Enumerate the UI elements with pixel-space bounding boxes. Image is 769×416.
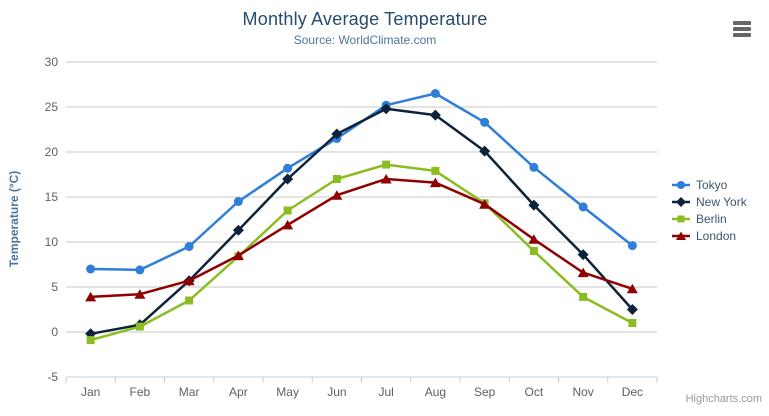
hamburger-icon (733, 27, 751, 31)
data-point-diamond[interactable] (676, 196, 686, 207)
data-point-square[interactable] (431, 166, 440, 175)
data-point-triangle[interactable] (528, 234, 540, 244)
data-point-diamond[interactable] (429, 109, 441, 121)
y-axis-tick-label: 15 (45, 190, 59, 204)
data-point-triangle[interactable] (183, 275, 195, 286)
y-axis-tick-label: 0 (51, 325, 58, 339)
legend-item-tokyo[interactable]: Tokyo (671, 176, 747, 193)
data-point-triangle[interactable] (429, 177, 441, 188)
data-point-diamond[interactable] (577, 249, 589, 261)
data-point-circle[interactable] (529, 162, 539, 172)
data-point-triangle[interactable] (479, 199, 491, 209)
data-point-triangle[interactable] (85, 291, 97, 302)
x-axis-label: Aug (425, 385, 446, 399)
data-point-square[interactable] (382, 160, 391, 169)
data-point-circle[interactable] (184, 242, 194, 251)
data-point-square[interactable] (86, 336, 95, 345)
data-point-triangle[interactable] (676, 231, 686, 240)
data-point-triangle[interactable] (380, 174, 392, 184)
data-point-diamond[interactable] (282, 173, 294, 185)
y-axis-tick-label: -5 (47, 370, 58, 384)
data-point-square[interactable] (135, 322, 144, 331)
series-line[interactable] (89, 107, 634, 336)
data-point-square[interactable] (628, 319, 637, 327)
data-point-square[interactable] (185, 296, 194, 305)
data-point-triangle[interactable] (626, 283, 638, 294)
y-axis-tick-label: 5 (51, 280, 58, 294)
x-axis-label: Sep (474, 385, 496, 399)
legend: Tokyo New York Berlin London (671, 176, 747, 244)
series-line[interactable] (89, 163, 634, 342)
data-point-circle[interactable] (233, 197, 243, 206)
data-point-circle[interactable] (86, 264, 96, 274)
legend-label: New York (696, 194, 747, 209)
data-point-diamond[interactable] (479, 145, 491, 157)
x-axis-label: Feb (130, 385, 151, 399)
hamburger-icon (733, 33, 751, 37)
data-point-diamond[interactable] (331, 128, 343, 140)
data-point-triangle[interactable] (331, 190, 343, 200)
data-point-circle[interactable] (135, 265, 145, 275)
legend-label: London (696, 228, 737, 243)
chart-title: Monthly Average Temperature (242, 9, 488, 29)
data-point-circle[interactable] (283, 163, 293, 173)
data-point-square[interactable] (529, 247, 538, 255)
context-menu-button[interactable] (733, 21, 751, 37)
x-axis-label: Apr (229, 385, 248, 399)
data-point-square[interactable] (677, 215, 685, 222)
y-axis-tick-label: 25 (45, 100, 59, 114)
legend-item-berlin[interactable]: Berlin (671, 210, 747, 227)
x-axis-label: Jul (378, 385, 393, 399)
highcharts-credit[interactable]: Highcharts.com (685, 393, 762, 405)
data-point-circle[interactable] (480, 117, 490, 127)
x-axis-label: Mar (179, 385, 200, 399)
data-point-diamond[interactable] (380, 103, 392, 115)
series-line[interactable] (89, 177, 634, 299)
x-axis-label: Nov (572, 385, 593, 399)
x-axis-label: Oct (525, 385, 544, 399)
series-new-york[interactable] (85, 103, 638, 340)
data-point-diamond[interactable] (528, 199, 540, 211)
legend-marker-triangle (672, 231, 690, 240)
hamburger-icon (733, 21, 751, 25)
data-point-diamond[interactable] (626, 304, 638, 315)
x-axis-label: Jan (81, 385, 100, 399)
data-point-square[interactable] (283, 206, 292, 215)
data-point-circle[interactable] (627, 241, 637, 251)
y-axis-tick-label: 30 (45, 55, 59, 69)
data-point-circle[interactable] (578, 202, 588, 212)
y-axis-tick-label: 20 (45, 145, 59, 159)
data-point-square[interactable] (332, 175, 341, 183)
legend-marker-circle (672, 180, 690, 189)
x-axis-label: May (276, 385, 299, 399)
data-point-circle[interactable] (677, 180, 685, 189)
x-axis-label: Jun (327, 385, 346, 399)
chart-subtitle: Source: WorldClimate.com (293, 33, 437, 47)
data-point-circle[interactable] (430, 89, 440, 98)
legend-marker-diamond (672, 196, 690, 207)
data-point-triangle[interactable] (577, 267, 589, 278)
data-point-diamond[interactable] (232, 224, 244, 236)
y-axis-tick-label: 10 (45, 235, 59, 249)
legend-label: Tokyo (696, 177, 728, 192)
data-point-square[interactable] (579, 292, 588, 301)
legend-marker-square (672, 215, 690, 222)
x-axis-label: Dec (622, 385, 643, 399)
data-point-triangle[interactable] (232, 250, 244, 261)
data-point-triangle[interactable] (282, 219, 294, 230)
data-point-triangle[interactable] (134, 289, 146, 299)
legend-label: Berlin (696, 211, 727, 226)
series-tokyo[interactable] (86, 89, 637, 275)
legend-item-london[interactable]: London (671, 227, 747, 244)
series-line[interactable] (89, 92, 634, 272)
series-london[interactable] (85, 174, 638, 302)
legend-item-new-york[interactable]: New York (671, 193, 747, 210)
